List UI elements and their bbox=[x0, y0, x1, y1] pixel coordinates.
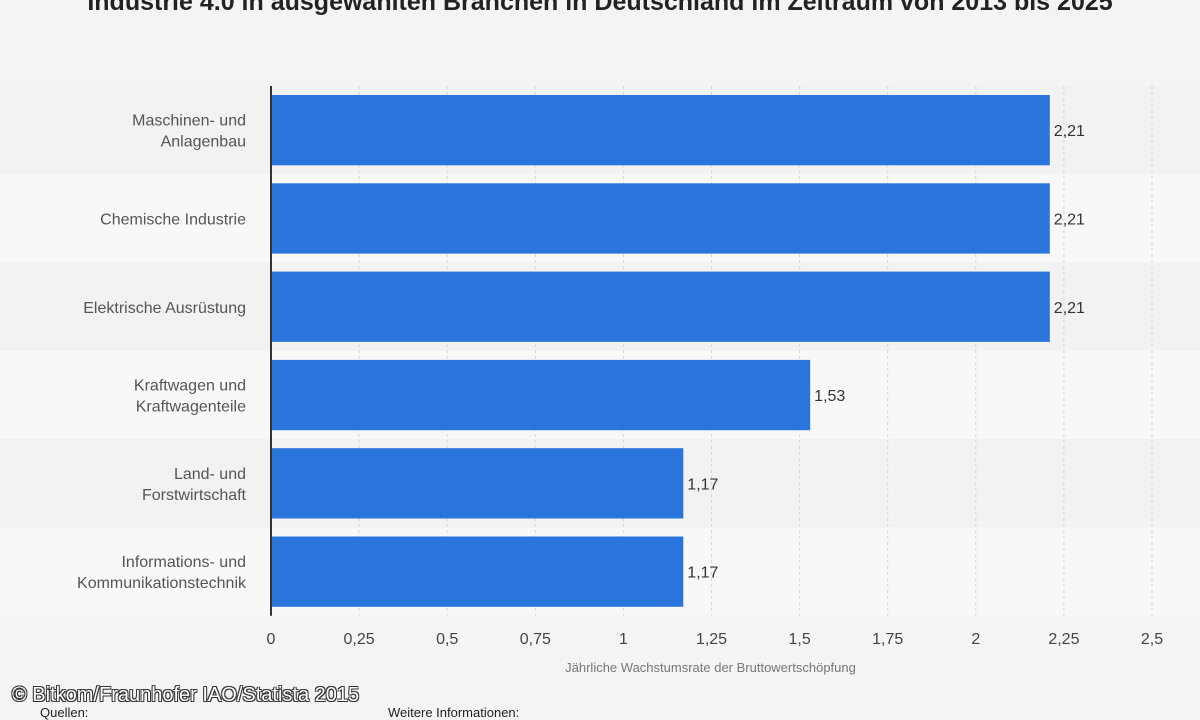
x-axis-title: Jährliche Wachstumsrate der Bruttowertsc… bbox=[565, 660, 856, 675]
x-tick-label: 0,75 bbox=[520, 631, 551, 648]
category-label: Informations- und Kommunikationstechnik bbox=[77, 554, 247, 592]
copyright-credit: © Bitkom/Fraunhofer IAO/Statista 2015 bbox=[12, 684, 360, 706]
bar-value-label: 2,21 bbox=[1054, 300, 1085, 317]
category-label: Maschinen- und Anlagenbau bbox=[132, 113, 246, 151]
bar bbox=[271, 183, 1050, 254]
sources-label: Quellen: bbox=[40, 705, 89, 720]
bar-value-label: 1,17 bbox=[687, 565, 718, 582]
bar bbox=[271, 271, 1050, 342]
x-tick-label: 1,5 bbox=[788, 631, 810, 648]
category-label: Chemische Industrie bbox=[100, 211, 246, 228]
category-label: Land- und Forstwirtschaft bbox=[142, 466, 247, 504]
x-tick-label: 2 bbox=[971, 631, 980, 648]
category-label: Kraftwagen und Kraftwagenteile bbox=[134, 378, 246, 416]
bar-value-label: 2,21 bbox=[1054, 211, 1085, 228]
x-tick-label: 2,25 bbox=[1048, 631, 1079, 648]
x-tick-label: 1,75 bbox=[872, 631, 903, 648]
chart-title-text: Industrie 4.0 in ausgewählten Branchen i… bbox=[87, 0, 1113, 16]
more-info-label: Weitere Informationen: bbox=[388, 705, 520, 720]
bar-value-label: 1,17 bbox=[687, 476, 718, 493]
x-tick-label: 2,5 bbox=[1141, 631, 1163, 648]
bar bbox=[271, 359, 811, 431]
chart-title: Industrie 4.0 in ausgewählten Branchen i… bbox=[0, 0, 1200, 22]
bar bbox=[271, 95, 1050, 166]
x-tick-label: 1 bbox=[619, 631, 628, 648]
x-tick-label: 0 bbox=[267, 631, 276, 648]
bar bbox=[271, 536, 684, 607]
x-tick-label: 0,5 bbox=[436, 631, 458, 648]
x-tick-label: 0,25 bbox=[344, 631, 375, 648]
bar-value-label: 2,21 bbox=[1054, 123, 1085, 140]
bar bbox=[271, 448, 684, 519]
category-label: Elektrische Ausrüstung bbox=[83, 300, 246, 317]
bar-value-label: 1,53 bbox=[814, 388, 845, 405]
x-tick-label: 1,25 bbox=[696, 631, 727, 648]
